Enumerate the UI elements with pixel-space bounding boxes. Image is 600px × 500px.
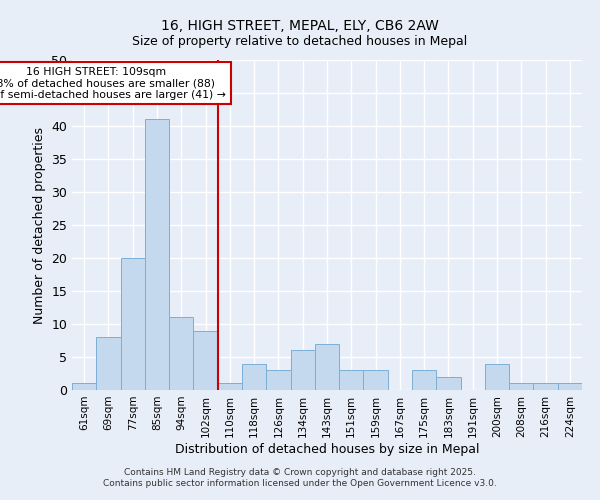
Bar [290,350,315,390]
Text: Contains HM Land Registry data © Crown copyright and database right 2025.
Contai: Contains HM Land Registry data © Crown c… [103,468,497,487]
X-axis label: Distribution of detached houses by size in Mepal: Distribution of detached houses by size … [175,442,479,456]
Text: Size of property relative to detached houses in Mepal: Size of property relative to detached ho… [133,34,467,48]
Bar [509,384,533,390]
Bar [533,384,558,390]
Bar [558,384,582,390]
Bar [121,258,145,390]
Bar [485,364,509,390]
Bar [169,318,193,390]
Bar [339,370,364,390]
Bar [72,384,96,390]
Y-axis label: Number of detached properties: Number of detached properties [32,126,46,324]
Bar [364,370,388,390]
Bar [436,377,461,390]
Bar [218,384,242,390]
Bar [315,344,339,390]
Bar [193,330,218,390]
Bar [145,120,169,390]
Text: 16 HIGH STREET: 109sqm
← 68% of detached houses are smaller (88)
32% of semi-det: 16 HIGH STREET: 109sqm ← 68% of detached… [0,66,226,100]
Bar [242,364,266,390]
Text: 16, HIGH STREET, MEPAL, ELY, CB6 2AW: 16, HIGH STREET, MEPAL, ELY, CB6 2AW [161,18,439,32]
Bar [412,370,436,390]
Bar [266,370,290,390]
Bar [96,337,121,390]
